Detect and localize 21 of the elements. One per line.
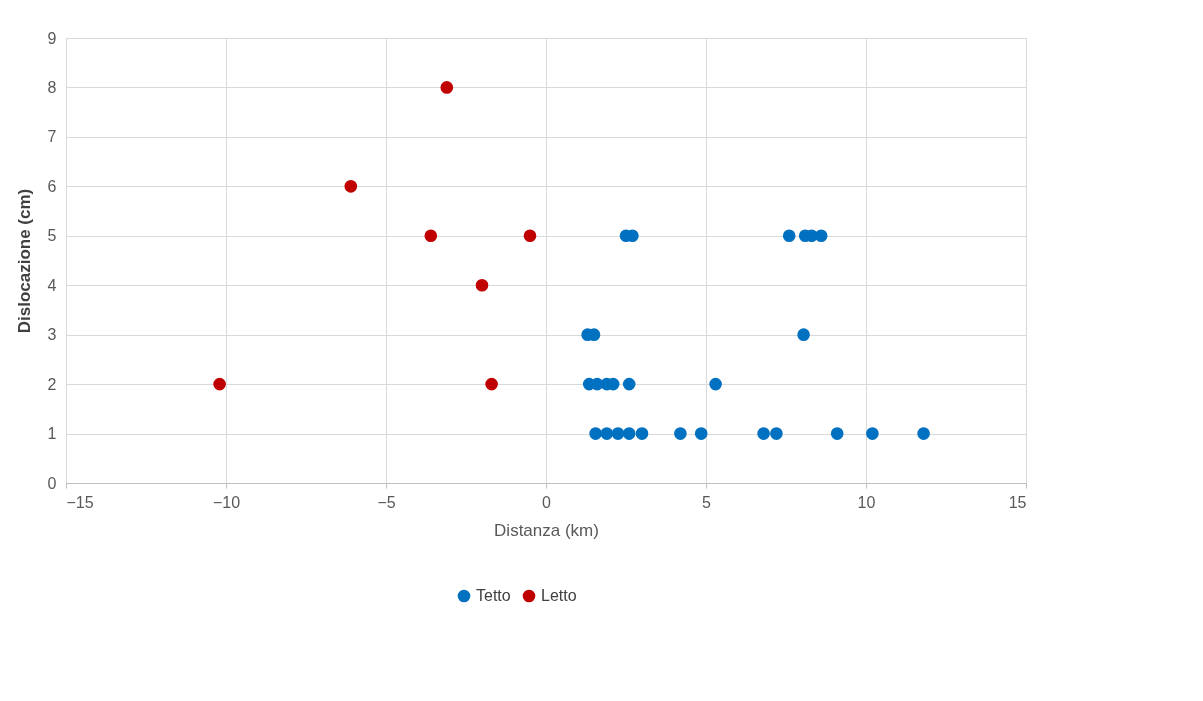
legend-label: Letto [541, 587, 577, 604]
x-tick-label: −15 [66, 493, 94, 511]
y-tick-label: 7 [47, 128, 57, 146]
y-tick-label: 3 [47, 326, 57, 344]
y-axis-title: Dislocazione (cm) [14, 188, 34, 334]
x-axis-title: Distanza (km) [494, 520, 599, 540]
y-tick-label: 4 [47, 276, 57, 294]
x-tick-label: 10 [857, 493, 876, 511]
y-tick-label: 0 [47, 474, 57, 492]
x-tick-label: 5 [702, 493, 712, 511]
x-tick-label: 0 [542, 493, 552, 511]
x-tick-label: 15 [1008, 493, 1027, 511]
legend-label: Tetto [476, 587, 511, 604]
x-tick-label: −10 [212, 493, 241, 511]
y-tick-label: 1 [47, 425, 57, 443]
y-tick-label: 6 [47, 177, 57, 195]
x-tick-label: −5 [377, 493, 396, 511]
y-tick-label: 2 [47, 375, 57, 393]
y-tick-label: 8 [47, 78, 57, 96]
y-tick-label: 5 [47, 227, 57, 245]
y-tick-label: 9 [47, 29, 57, 47]
